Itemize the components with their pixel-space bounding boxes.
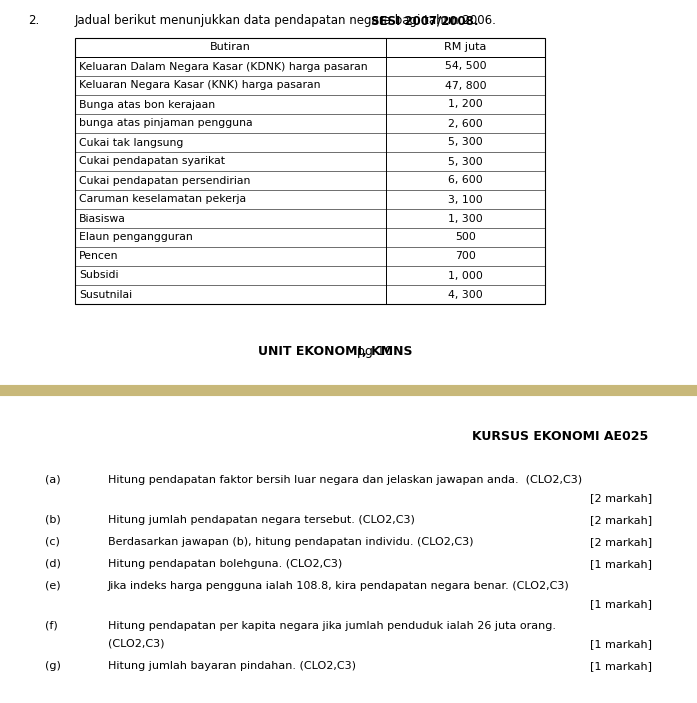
Text: Subsidi: Subsidi: [79, 271, 118, 280]
Text: (c): (c): [45, 537, 60, 547]
Text: Hitung pendapatan per kapita negara jika jumlah penduduk ialah 26 juta orang.: Hitung pendapatan per kapita negara jika…: [108, 621, 556, 631]
Text: 5, 300: 5, 300: [448, 138, 483, 148]
Text: Hitung jumlah pendapatan negara tersebut. (CLO2,C3): Hitung jumlah pendapatan negara tersebut…: [108, 515, 415, 525]
Text: [2 markah]: [2 markah]: [590, 515, 652, 525]
Text: Pencen: Pencen: [79, 252, 118, 262]
Text: [1 markah]: [1 markah]: [590, 639, 652, 649]
Text: 700: 700: [455, 252, 476, 262]
Text: Hitung pendapatan bolehguna. (CLO2,C3): Hitung pendapatan bolehguna. (CLO2,C3): [108, 559, 342, 569]
Text: RM juta: RM juta: [444, 42, 487, 53]
Text: 5, 300: 5, 300: [448, 157, 483, 167]
Text: 2.: 2.: [28, 14, 39, 27]
Text: UNIT EKONOMI, KMNS: UNIT EKONOMI, KMNS: [258, 345, 413, 358]
Text: Cukai pendapatan syarikat: Cukai pendapatan syarikat: [79, 157, 225, 167]
Text: Hitung pendapatan faktor bersih luar negara dan jelaskan jawapan anda.  (CLO2,C3: Hitung pendapatan faktor bersih luar neg…: [108, 475, 582, 485]
Text: pg 10: pg 10: [353, 345, 393, 358]
Text: 1, 300: 1, 300: [448, 214, 483, 224]
Text: Berdasarkan jawapan (b), hitung pendapatan individu. (CLO2,C3): Berdasarkan jawapan (b), hitung pendapat…: [108, 537, 473, 547]
Text: [1 markah]: [1 markah]: [590, 661, 652, 671]
Text: (f): (f): [45, 621, 58, 631]
Text: KURSUS EKONOMI AE025: KURSUS EKONOMI AE025: [472, 430, 648, 443]
Text: 6, 600: 6, 600: [448, 176, 483, 186]
Text: Keluaran Negara Kasar (KNK) harga pasaran: Keluaran Negara Kasar (KNK) harga pasara…: [79, 81, 321, 91]
Text: Cukai tak langsung: Cukai tak langsung: [79, 138, 183, 148]
Text: bunga atas pinjaman pengguna: bunga atas pinjaman pengguna: [79, 119, 252, 129]
Text: 54, 500: 54, 500: [445, 61, 487, 72]
Text: Susutnilai: Susutnilai: [79, 290, 132, 299]
Text: SESI 2007/2008.: SESI 2007/2008.: [371, 14, 479, 27]
Text: Caruman keselamatan pekerja: Caruman keselamatan pekerja: [79, 195, 246, 205]
Text: 500: 500: [455, 233, 476, 243]
Text: Cukai pendapatan persendirian: Cukai pendapatan persendirian: [79, 176, 250, 186]
Text: (g): (g): [45, 661, 61, 671]
Text: 1, 000: 1, 000: [448, 271, 483, 280]
Text: (b): (b): [45, 515, 61, 525]
Text: (e): (e): [45, 581, 61, 591]
Text: 1, 200: 1, 200: [448, 100, 483, 110]
Text: Bunga atas bon kerajaan: Bunga atas bon kerajaan: [79, 100, 215, 110]
Text: 47, 800: 47, 800: [445, 81, 487, 91]
Text: Biasiswa: Biasiswa: [79, 214, 126, 224]
Text: [2 markah]: [2 markah]: [590, 537, 652, 547]
Text: Elaun pengangguran: Elaun pengangguran: [79, 233, 193, 243]
Text: 4, 300: 4, 300: [448, 290, 483, 299]
Text: Jika indeks harga pengguna ialah 108.8, kira pendapatan negara benar. (CLO2,C3): Jika indeks harga pengguna ialah 108.8, …: [108, 581, 569, 591]
Text: 3, 100: 3, 100: [448, 195, 483, 205]
Text: 2, 600: 2, 600: [448, 119, 483, 129]
Text: (CLO2,C3): (CLO2,C3): [108, 639, 164, 649]
Text: (a): (a): [45, 475, 61, 485]
Text: Hitung jumlah bayaran pindahan. (CLO2,C3): Hitung jumlah bayaran pindahan. (CLO2,C3…: [108, 661, 356, 671]
Text: Keluaran Dalam Negara Kasar (KDNK) harga pasaran: Keluaran Dalam Negara Kasar (KDNK) harga…: [79, 61, 367, 72]
Text: [2 markah]: [2 markah]: [590, 493, 652, 503]
Text: (d): (d): [45, 559, 61, 569]
Text: Butiran: Butiran: [210, 42, 251, 53]
Text: [1 markah]: [1 markah]: [590, 559, 652, 569]
Text: [1 markah]: [1 markah]: [590, 599, 652, 609]
Text: Jadual berikut menunjukkan data pendapatan negara bagi tahun 2006.: Jadual berikut menunjukkan data pendapat…: [75, 14, 500, 27]
